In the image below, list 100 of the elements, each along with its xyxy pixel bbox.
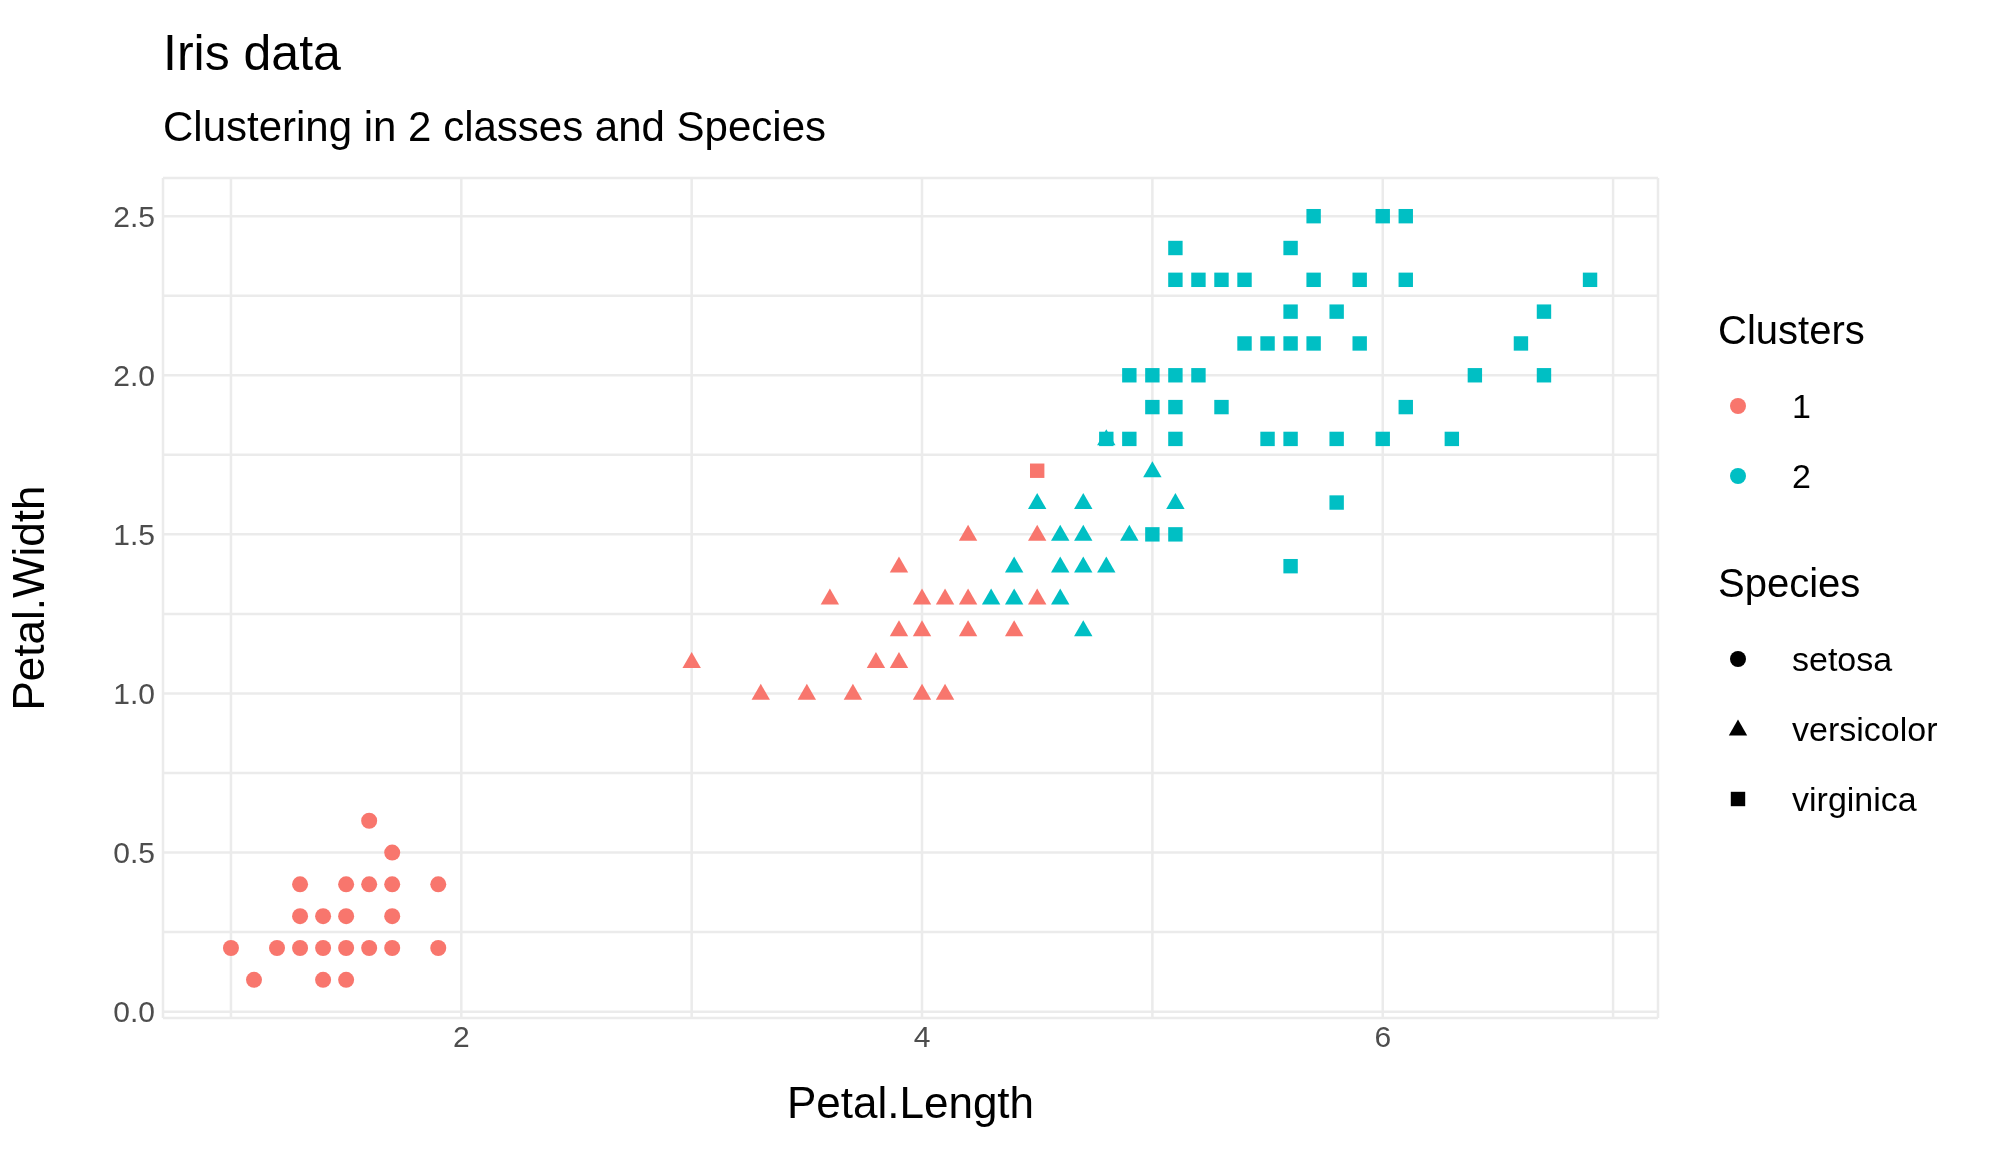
point bbox=[292, 908, 309, 925]
y-tick-label: 0.5 bbox=[113, 836, 155, 870]
point bbox=[935, 588, 955, 605]
chart-title: Iris data bbox=[163, 24, 341, 82]
point bbox=[1536, 304, 1552, 319]
point bbox=[820, 588, 840, 605]
point bbox=[384, 940, 401, 956]
point bbox=[1168, 527, 1183, 542]
point bbox=[1260, 336, 1275, 351]
point bbox=[1074, 492, 1093, 509]
point bbox=[1398, 208, 1413, 224]
point bbox=[843, 683, 863, 700]
point bbox=[935, 683, 955, 700]
x-tick-label: 4 bbox=[913, 1020, 931, 1054]
point bbox=[912, 683, 932, 700]
point bbox=[1306, 336, 1321, 351]
point bbox=[1051, 556, 1070, 573]
point bbox=[1145, 399, 1160, 415]
point bbox=[1237, 272, 1252, 288]
text: 1 bbox=[1792, 386, 1811, 426]
point bbox=[1283, 304, 1298, 319]
point bbox=[1283, 240, 1298, 256]
text: versicolor bbox=[1792, 709, 1938, 749]
point bbox=[1444, 431, 1460, 447]
point bbox=[1191, 272, 1206, 288]
point bbox=[1168, 368, 1183, 383]
point bbox=[1122, 431, 1137, 447]
point bbox=[1283, 336, 1298, 351]
point bbox=[1143, 461, 1162, 478]
x-tick-label: 6 bbox=[1374, 1020, 1392, 1054]
point bbox=[1352, 272, 1367, 288]
point bbox=[797, 683, 817, 700]
point bbox=[1074, 556, 1093, 573]
point bbox=[1260, 431, 1275, 447]
point bbox=[889, 620, 909, 637]
point bbox=[384, 844, 401, 861]
point bbox=[1283, 431, 1298, 447]
point bbox=[315, 940, 332, 956]
point bbox=[1283, 558, 1298, 574]
point bbox=[384, 908, 401, 925]
point bbox=[384, 876, 401, 893]
point bbox=[245, 971, 262, 988]
point bbox=[1513, 336, 1529, 351]
point bbox=[912, 620, 932, 637]
point bbox=[1027, 492, 1047, 509]
point bbox=[1004, 556, 1024, 573]
point bbox=[1027, 588, 1047, 605]
point bbox=[866, 652, 886, 669]
point bbox=[1168, 272, 1183, 288]
point bbox=[338, 908, 355, 925]
point bbox=[1398, 399, 1413, 415]
y-tick-label: 2.0 bbox=[113, 358, 155, 392]
point bbox=[912, 588, 932, 605]
point bbox=[1237, 336, 1252, 351]
point bbox=[1375, 431, 1390, 447]
point bbox=[222, 940, 239, 956]
point bbox=[361, 940, 378, 956]
point bbox=[1214, 399, 1229, 415]
point bbox=[1145, 368, 1160, 383]
point bbox=[292, 876, 309, 893]
point bbox=[1306, 208, 1321, 224]
point bbox=[315, 971, 332, 988]
chart-subtitle: Clustering in 2 classes and Species bbox=[163, 103, 827, 151]
point bbox=[889, 652, 909, 669]
point bbox=[1120, 524, 1139, 541]
point bbox=[1306, 272, 1321, 288]
point bbox=[1582, 272, 1598, 288]
point bbox=[1191, 368, 1206, 383]
point bbox=[981, 588, 1001, 605]
y-tick-label: 0.0 bbox=[113, 995, 155, 1029]
point bbox=[430, 876, 447, 893]
point bbox=[361, 876, 378, 893]
point bbox=[1536, 368, 1552, 383]
point bbox=[338, 876, 355, 893]
point bbox=[1004, 620, 1024, 637]
point bbox=[1168, 431, 1183, 447]
text: Species bbox=[1718, 561, 1862, 606]
x-axis-title: Petal.Length bbox=[786, 1078, 1035, 1127]
y-tick-label: 1.5 bbox=[113, 518, 155, 552]
text: 2 bbox=[1792, 456, 1811, 496]
point bbox=[1145, 527, 1160, 542]
text: virginica bbox=[1792, 779, 1917, 819]
point bbox=[1166, 492, 1185, 509]
x-tick-label: 2 bbox=[452, 1020, 470, 1054]
point bbox=[1329, 495, 1344, 510]
point bbox=[315, 908, 332, 925]
point bbox=[682, 652, 701, 669]
point bbox=[269, 940, 286, 956]
point bbox=[1051, 524, 1070, 541]
point bbox=[751, 683, 770, 700]
point bbox=[1168, 240, 1183, 256]
point bbox=[1122, 368, 1137, 383]
point bbox=[1029, 463, 1045, 478]
point bbox=[1051, 588, 1070, 605]
point bbox=[1375, 208, 1390, 224]
y-tick-label: 2.5 bbox=[113, 199, 155, 233]
point bbox=[1027, 524, 1047, 541]
point bbox=[1004, 588, 1024, 605]
point bbox=[1398, 272, 1413, 288]
point bbox=[1214, 272, 1229, 288]
